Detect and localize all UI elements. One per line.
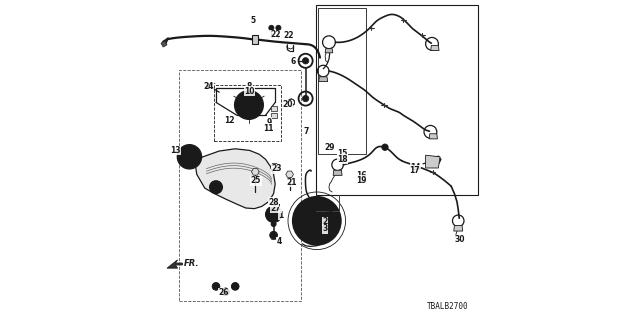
Text: 15: 15	[337, 149, 348, 158]
Circle shape	[270, 231, 278, 239]
Circle shape	[234, 284, 237, 288]
Text: 28: 28	[268, 198, 279, 207]
Text: 21: 21	[286, 178, 296, 187]
Circle shape	[269, 25, 274, 30]
Circle shape	[212, 183, 220, 191]
Text: 22: 22	[284, 31, 294, 40]
Circle shape	[186, 153, 193, 161]
Text: 19: 19	[356, 176, 366, 185]
Circle shape	[309, 213, 325, 229]
Circle shape	[182, 149, 197, 165]
Bar	[271, 106, 277, 111]
Text: 17: 17	[409, 166, 420, 175]
Text: 25: 25	[251, 176, 261, 185]
Circle shape	[314, 218, 320, 224]
Polygon shape	[161, 41, 167, 47]
Circle shape	[303, 58, 309, 64]
Text: 9: 9	[266, 118, 271, 127]
Text: 18: 18	[337, 155, 348, 164]
Circle shape	[206, 83, 211, 88]
Text: 2: 2	[322, 217, 328, 226]
Polygon shape	[325, 49, 333, 53]
Circle shape	[293, 197, 341, 245]
Circle shape	[239, 95, 259, 115]
Circle shape	[244, 100, 254, 110]
Text: 29: 29	[324, 143, 335, 152]
Text: 3: 3	[322, 224, 328, 233]
Text: 16: 16	[356, 171, 366, 180]
Bar	[316, 5, 477, 195]
Text: 5: 5	[251, 16, 256, 25]
Circle shape	[266, 206, 282, 222]
Polygon shape	[431, 45, 439, 51]
Polygon shape	[333, 170, 342, 175]
Text: 13: 13	[170, 146, 180, 155]
Text: 23: 23	[271, 164, 282, 173]
Polygon shape	[429, 134, 438, 139]
Circle shape	[269, 210, 278, 219]
Circle shape	[276, 25, 281, 30]
Circle shape	[212, 283, 220, 290]
Text: 4: 4	[276, 237, 282, 246]
Circle shape	[210, 181, 223, 194]
Bar	[271, 113, 277, 118]
Text: 24: 24	[204, 82, 214, 91]
Polygon shape	[252, 169, 259, 175]
Text: FR.: FR.	[184, 260, 199, 268]
Circle shape	[247, 103, 251, 107]
Text: 12: 12	[225, 116, 235, 125]
Circle shape	[381, 144, 388, 150]
Polygon shape	[195, 149, 275, 209]
Text: 10: 10	[244, 87, 255, 96]
Text: 7: 7	[304, 127, 309, 136]
Polygon shape	[319, 77, 328, 82]
Text: 14: 14	[410, 163, 420, 172]
Circle shape	[222, 288, 230, 296]
Polygon shape	[454, 226, 463, 231]
Polygon shape	[426, 155, 440, 168]
Polygon shape	[270, 164, 279, 171]
Text: 30: 30	[454, 236, 465, 244]
Bar	[252, 35, 258, 44]
Circle shape	[232, 283, 239, 290]
Circle shape	[303, 95, 309, 102]
Bar	[179, 70, 301, 301]
Polygon shape	[285, 171, 293, 178]
Text: 11: 11	[264, 124, 274, 132]
Circle shape	[320, 214, 326, 221]
Text: 8: 8	[247, 82, 252, 91]
Bar	[319, 8, 366, 154]
Text: 26: 26	[219, 288, 229, 297]
Polygon shape	[167, 260, 182, 268]
Text: 20: 20	[282, 100, 292, 109]
Circle shape	[271, 221, 276, 227]
Circle shape	[224, 290, 228, 294]
Text: 1: 1	[278, 211, 284, 220]
Text: 27: 27	[271, 204, 281, 212]
Circle shape	[177, 145, 202, 169]
Circle shape	[235, 91, 264, 119]
Circle shape	[214, 284, 218, 288]
Bar	[214, 85, 281, 141]
Text: 6: 6	[290, 57, 296, 66]
Text: TBALB2700: TBALB2700	[427, 302, 469, 311]
Text: 22: 22	[270, 30, 280, 39]
